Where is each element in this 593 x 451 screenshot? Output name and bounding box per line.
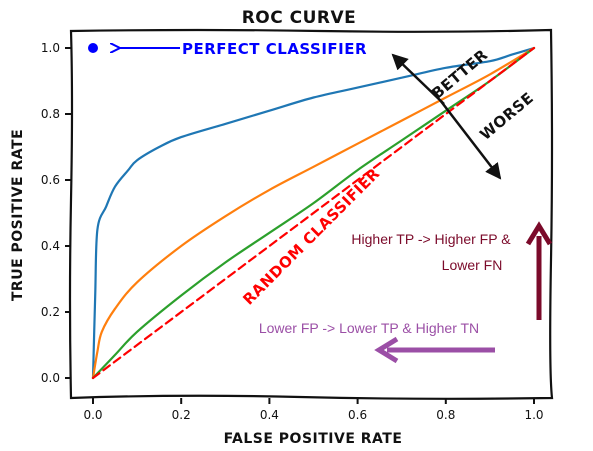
y-tick-label: 1.0 bbox=[41, 41, 60, 55]
chart-title: ROC CURVE bbox=[242, 8, 357, 28]
y-tick-label: 0.8 bbox=[41, 107, 60, 121]
roc-curve-green bbox=[91, 46, 536, 380]
random-classifier-line bbox=[91, 46, 536, 380]
roc-curve-orange bbox=[91, 46, 536, 380]
tp-annotation-line1: Higher TP -> Higher FP & bbox=[351, 231, 511, 247]
y-tick-label: 0.4 bbox=[41, 239, 60, 253]
x-tick-label: 1.0 bbox=[524, 408, 543, 422]
perfect-classifier-point bbox=[88, 43, 98, 53]
x-ticks: 0.0 0.2 0.4 0.6 0.8 1.0 bbox=[83, 398, 544, 422]
fp-left-arrow bbox=[374, 336, 495, 364]
x-tick-label: 0.4 bbox=[260, 408, 279, 422]
y-tick-label: 0.2 bbox=[41, 305, 60, 319]
fp-annotation: Lower FP -> Lower TP & Higher TN bbox=[259, 320, 479, 336]
x-tick-label: 0.8 bbox=[436, 408, 455, 422]
x-tick-label: 0.6 bbox=[348, 408, 367, 422]
y-axis-label: TRUE POSITIVE RATE bbox=[10, 129, 26, 301]
x-tick-label: 0.0 bbox=[83, 408, 102, 422]
perfect-classifier-label: PERFECT CLASSIFIER bbox=[182, 40, 367, 58]
better-worse-arrow bbox=[391, 53, 445, 105]
worse-label: WORSE bbox=[476, 89, 537, 144]
plot-frame bbox=[68, 28, 554, 400]
tp-annotation-line2: Lower FN bbox=[442, 257, 503, 273]
better-label: BETTER bbox=[428, 46, 491, 103]
series-layer bbox=[91, 46, 536, 380]
x-tick-label: 0.2 bbox=[172, 408, 191, 422]
tp-up-arrow bbox=[525, 221, 553, 320]
y-ticks: 0.0 0.2 0.4 0.6 0.8 1.0 bbox=[41, 41, 71, 385]
y-tick-label: 0.6 bbox=[41, 173, 60, 187]
y-tick-label: 0.0 bbox=[41, 371, 60, 385]
better-worse-arrow-lower bbox=[439, 99, 502, 180]
x-axis-label: FALSE POSITIVE RATE bbox=[224, 431, 403, 447]
roc-curve-blue bbox=[91, 46, 536, 380]
